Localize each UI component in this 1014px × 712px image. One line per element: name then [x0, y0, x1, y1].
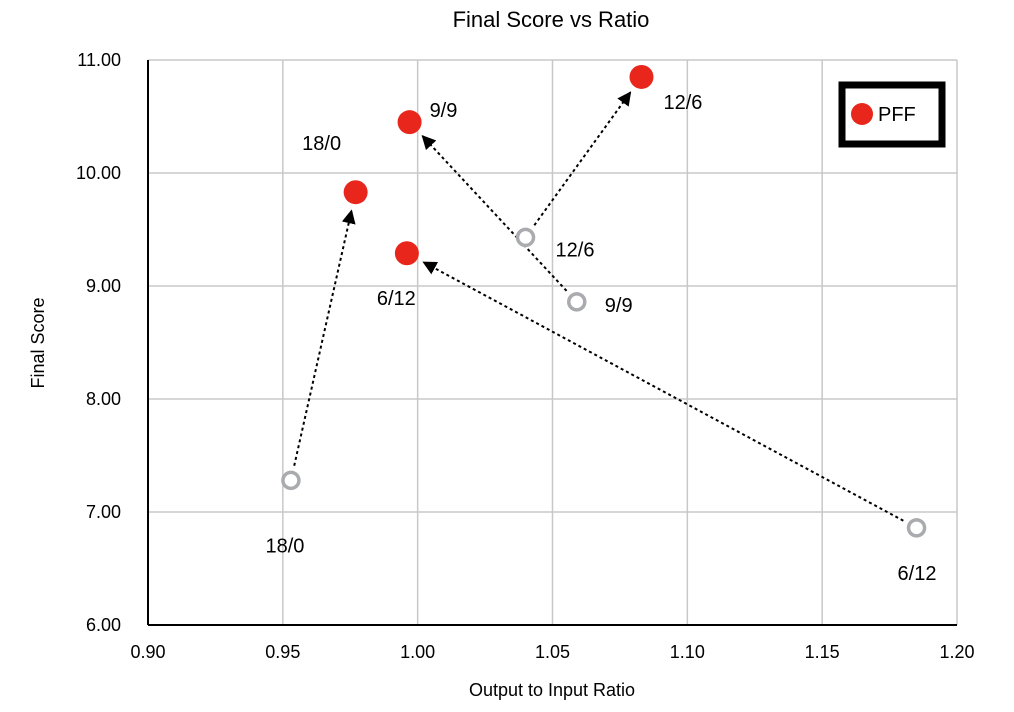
baseline-point-9-9 [567, 292, 587, 312]
x-tick-label: 1.15 [805, 642, 840, 662]
pff-label-18-0: 18/0 [302, 133, 341, 155]
base-label-12-6: 12/6 [556, 239, 595, 261]
pff-point-18-0 [343, 180, 368, 205]
pff-label-12-6: 12/6 [663, 92, 702, 114]
x-tick-label: 1.00 [400, 642, 435, 662]
y-tick-label: 8.00 [86, 389, 121, 409]
arrow-18-0 [293, 209, 356, 466]
x-tick-label: 0.90 [130, 642, 165, 662]
base-label-18-0: 18/0 [265, 535, 304, 557]
arrow-6-12 [422, 261, 904, 522]
y-tick-label: 9.00 [86, 276, 121, 296]
x-axis-label: Output to Input Ratio [469, 680, 635, 700]
pff-point-9-9 [397, 110, 422, 135]
pff-label-9-9: 9/9 [430, 100, 458, 122]
legend-label-pff: PFF [878, 104, 916, 126]
arrows [293, 91, 904, 522]
chart-title: Final Score vs Ratio [453, 7, 650, 32]
data-points [281, 64, 927, 538]
tick-labels: 0.90 0.95 1.00 1.05 1.10 1.15 1.20 6.00 7.00 8.00… [76, 50, 975, 662]
pff-point-12-6 [629, 64, 654, 89]
pff-point-6-12 [394, 241, 419, 266]
baseline-point-6-12 [906, 518, 927, 538]
y-tick-label: 11.00 [77, 50, 121, 70]
legend: PFF [838, 81, 946, 148]
y-tick-label: 6.00 [86, 615, 121, 635]
base-label-6-12: 6/12 [898, 563, 937, 585]
y-tick-label: 7.00 [86, 502, 121, 522]
x-tick-label: 1.20 [939, 642, 974, 662]
baseline-point-12-6 [515, 227, 536, 248]
x-tick-label: 1.10 [670, 642, 705, 662]
y-axis-label: Final Score [28, 297, 48, 388]
baseline-point-18-0 [281, 470, 301, 491]
legend-marker-pff [851, 103, 873, 125]
axes [147, 60, 957, 626]
x-tick-label: 0.95 [265, 642, 300, 662]
base-label-9-9: 9/9 [605, 295, 633, 317]
y-tick-label: 10.00 [76, 163, 121, 183]
x-tick-label: 1.05 [535, 642, 570, 662]
point-labels: 18/0 12/6 9/9 6/12 18/0 9/9 6/12 12/6 [265, 92, 936, 585]
arrow-9-9 [421, 135, 568, 292]
pff-label-6-12: 6/12 [377, 288, 416, 310]
